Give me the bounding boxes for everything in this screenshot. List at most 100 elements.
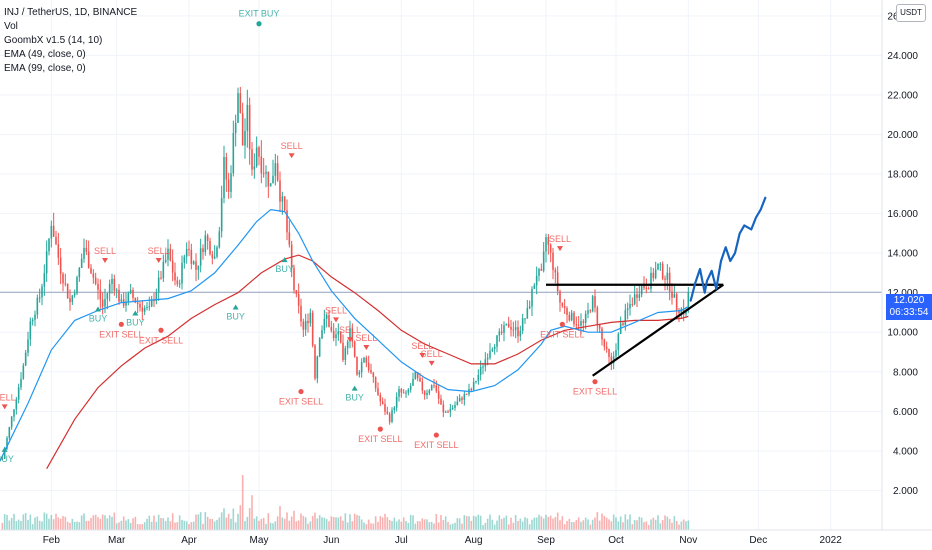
volume-bar [416,521,419,530]
legend-indicator[interactable]: GoombX v1.5 (14, 10) [4,35,103,46]
volume-bar [493,524,496,530]
candle-body [323,318,326,331]
candle-body [307,320,309,324]
volume-bar [682,519,685,530]
candle-body [519,330,522,337]
buy-arrow [132,310,139,316]
candle-body [484,359,487,367]
candle-body [52,225,55,237]
last-price-tag: 12.020 06:33:54 [886,294,932,320]
candle-body [13,409,15,417]
volume-bar [671,522,673,530]
legend-ema49[interactable]: EMA (49, close, 0) [4,49,86,60]
volume-bar [428,522,431,530]
volume-bar [486,518,489,530]
volume-bar [388,520,391,530]
candle-body [372,372,375,378]
candle-body [402,392,405,394]
volume-bar [251,495,253,530]
volume-bar [337,517,340,530]
candle-body [218,231,221,248]
volume-bar [171,513,174,530]
candle-body [381,401,384,405]
volume-bar [496,520,498,530]
candle-body [279,180,281,202]
legend-vol[interactable]: Vol [4,21,18,32]
candle-body [190,249,193,264]
candle-body [414,372,417,379]
volume-bar [675,520,678,530]
candle-body [615,349,617,357]
volume-bar [255,516,258,530]
buy-arrow [351,385,358,391]
volume-bar [318,515,321,530]
candle-body [43,273,46,287]
candle-body [339,331,342,343]
time-tick-label: 2022 [820,535,843,546]
volume-bar [584,517,587,530]
candle-body [302,321,305,330]
candle-body [440,398,442,405]
candle-body [272,175,274,184]
candle-body [106,293,109,300]
volume-bar [596,512,599,530]
volume-bar [59,518,62,530]
volume-bar [449,524,452,530]
volume-bar [316,518,319,530]
candle-body [71,295,74,303]
volume-bar [120,520,123,530]
candle-body [638,294,641,298]
volume-bar [503,517,505,530]
volume-bar [437,522,440,530]
volume-bar [678,524,680,530]
volume-bar [183,520,186,530]
candle-body [31,319,34,322]
volume-bar [97,517,99,530]
volume-bar [176,522,179,530]
volume-bar [178,515,181,530]
time-tick-label: Feb [43,535,61,546]
volume-bar [640,517,643,530]
candle-body [687,292,690,310]
volume-bar [283,518,286,530]
legend-ema99[interactable]: EMA (99, close, 0) [4,63,86,74]
volume-bar [426,519,428,530]
candle-body [426,392,428,396]
volume-bar [659,523,662,530]
candle-body [589,310,592,312]
price-tick-label: 22.000 [887,90,918,101]
volume-bar [405,521,407,530]
volume-bar [363,522,365,530]
candle-body [164,259,167,262]
volume-bar [650,519,652,530]
volume-bar [122,516,125,530]
candle-body [262,173,265,175]
candle-body [374,377,377,389]
candle-body [512,329,515,331]
volume-bar [479,515,482,530]
volume-bar [589,524,592,530]
candle-body [1,458,4,460]
candle-body [575,324,578,326]
volume-bar [223,508,225,530]
volume-bar [85,520,88,530]
candle-body [456,401,459,406]
time-tick-label: Sep [537,535,555,546]
candle-body [510,326,512,330]
legend-title[interactable]: INJ / TetherUS, 1D, BINANCE [4,7,138,18]
volume-bar [234,522,237,530]
volume-bar [444,516,447,530]
candle-body [150,300,153,307]
candle-body [248,105,251,150]
candle-body [549,244,552,253]
signal-label: EXIT SELL [358,434,402,444]
candle-body [559,291,561,303]
ema49-line [0,208,689,462]
currency-badge[interactable]: USDT [896,4,926,22]
volume-bar [115,523,118,530]
candle-body [393,407,396,411]
time-tick-label: Jun [323,535,339,546]
buy-arrow [232,304,239,310]
signal-label: BUY [345,393,364,403]
